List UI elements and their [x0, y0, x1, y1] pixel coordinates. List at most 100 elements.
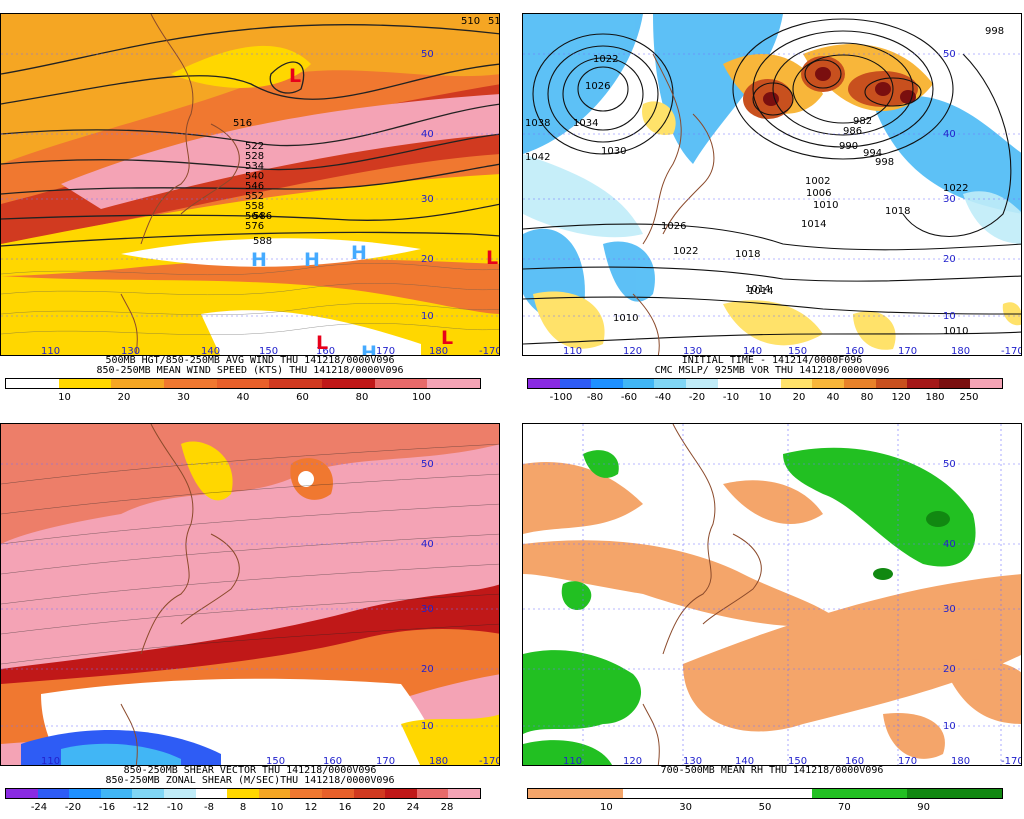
high-pressure-marker: H: [304, 249, 320, 271]
colorbar-swatch: [559, 379, 592, 388]
lat-label: 10: [421, 311, 434, 322]
colorbar-tick-label: 120: [891, 392, 911, 403]
saturated-air: [873, 511, 950, 580]
contour-label: 564: [245, 211, 264, 222]
colorbar-swatch: [6, 379, 59, 388]
lon-label: 130: [121, 346, 140, 356]
colorbar-swatch: [591, 379, 623, 388]
colorbar-ticks: 10 30 50 70 90: [527, 802, 1003, 814]
colorbar-tick-label: 10: [599, 802, 613, 813]
light-wind-zone: [121, 238, 421, 267]
isobar-label: 1022: [593, 54, 618, 65]
isobar-label: 1042: [525, 152, 550, 163]
contour-label: 534: [245, 161, 264, 172]
isobar-label: 1034: [573, 118, 598, 129]
lon-label: -170: [1001, 346, 1022, 356]
shear-band-north: [1, 424, 499, 544]
lon-label: -170: [479, 346, 500, 356]
low-shear-pocket: [181, 441, 233, 501]
colorbar-swatch: [290, 789, 322, 798]
coastlines: [632, 53, 715, 355]
lat-label: 50: [943, 459, 956, 470]
colorbar-swatch: [812, 789, 908, 798]
colorbar-tick-label: 20: [792, 392, 806, 403]
lat-label: 50: [421, 49, 434, 60]
colorbar-swatch: [321, 789, 354, 798]
colorbar-ticks: 10 20 30 40 60 80 100: [5, 392, 481, 404]
shear-band-se: [401, 714, 499, 765]
lon-label: 120: [623, 756, 642, 766]
isobar-label: 1018: [735, 249, 760, 260]
contour-label: 510: [461, 16, 480, 27]
easterly-shear-weak: [61, 743, 181, 765]
colorbar-swatch: [69, 789, 101, 798]
lat-label: 20: [943, 254, 956, 265]
colorbar-ticks: -24 -20 -16 -12 -10 -8 8 10 12 16 20 24 28: [5, 802, 481, 814]
colorbar-tick-label: -20: [64, 802, 82, 813]
lon-label: 160: [845, 346, 864, 356]
lon-label: 140: [201, 346, 220, 356]
contour-label: 588: [253, 236, 272, 247]
colorbar-swatch: [685, 379, 718, 388]
colorbar-swatch: [416, 789, 449, 798]
colorbar-tick-label: 20: [372, 802, 386, 813]
wind-pocket: [171, 45, 311, 88]
low-pressure-marker: L: [289, 65, 301, 87]
lon-label: 180: [429, 756, 448, 766]
lon-label: -170: [479, 756, 500, 766]
wind-streamlines: [1, 263, 499, 336]
lon-label: 180: [951, 346, 970, 356]
contour-label: 586: [253, 211, 272, 222]
dry-air: [523, 462, 1021, 759]
colorbar-swatch: [622, 379, 655, 388]
lat-label: 20: [421, 664, 434, 675]
colorbar-tick-label: 50: [758, 802, 772, 813]
colorbar-swatch: [374, 379, 428, 388]
lon-label: 110: [41, 346, 60, 356]
colorbar-tick-label: 8: [239, 802, 247, 813]
colorbar-tick-label: -10: [722, 392, 740, 403]
contour-label: 516: [233, 118, 252, 129]
lat-label: 40: [421, 539, 434, 550]
lon-label: 170: [376, 346, 395, 356]
colorbar-tick-label: -8: [204, 802, 214, 813]
colorbar-swatch: [37, 789, 70, 798]
colorbar-swatch: [353, 789, 386, 798]
lon-label: 150: [788, 756, 807, 766]
jet-core: [61, 94, 499, 209]
colorbar-tick-label: -10: [166, 802, 184, 813]
isobar-label: 1014: [748, 286, 773, 297]
colorbar-swatch: [163, 789, 196, 798]
colorbar-tick-label: 90: [917, 802, 931, 813]
colorbar-swatch: [427, 379, 481, 388]
colorbar-swatch: [780, 379, 813, 388]
lat-label: 10: [943, 311, 956, 322]
lat-label: 20: [943, 664, 956, 675]
map-canvas-1: 50 40 30 20 10 110 130 140 150 160 170 1…: [1, 14, 500, 356]
panel-mean-rh: 50 40 30 20 10 110 120 130 140 150 160 1…: [522, 410, 1024, 819]
height-contours: [1, 23, 499, 247]
panel-zonal-shear: 50 40 30 20 10 110 150 160 170 180 -170 …: [0, 410, 502, 819]
colorbar-tick-label: -40: [654, 392, 672, 403]
colorbar-tick-label: 80: [860, 392, 874, 403]
colorbar-swatch: [749, 379, 781, 388]
isobar-label: 1022: [673, 246, 698, 257]
colorbar-tick-label: -60: [620, 392, 638, 403]
lat-label: 40: [943, 539, 956, 550]
isobar-label: 1022: [943, 183, 968, 194]
isobar-label: 990: [839, 141, 858, 152]
high-pressure-marker: H: [251, 249, 267, 271]
lon-label: 130: [683, 346, 702, 356]
lon-label: 150: [266, 756, 285, 766]
map-panel-3: 50 40 30 20 10 110 150 160 170 180 -170: [0, 423, 500, 766]
panel-mslp-vorticity: 50 40 30 20 10 110 120 130 140 150 160 1…: [522, 0, 1024, 409]
lat-label: 10: [943, 721, 956, 732]
colorbar-swatch: [717, 379, 750, 388]
lon-label: 140: [735, 756, 754, 766]
contour-label: 558: [245, 201, 264, 212]
lon-label: 120: [623, 346, 642, 356]
colorbar-swatch: [448, 789, 480, 798]
contour-label: 51: [488, 16, 500, 27]
lat-label: 50: [421, 459, 434, 470]
colorbar-tick-label: -20: [688, 392, 706, 403]
